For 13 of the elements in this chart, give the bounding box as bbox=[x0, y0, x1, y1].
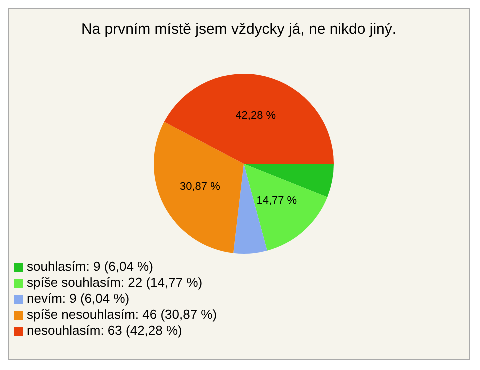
data-label: 30,87 % bbox=[180, 181, 221, 194]
pie-slice bbox=[164, 74, 334, 164]
data-label: 14,77 % bbox=[256, 194, 298, 207]
legend-label: nesouhlasím: 63 (42,28 %) bbox=[27, 323, 182, 338]
legend-label: spíše nesouhlasím: 46 (30,87 %) bbox=[27, 307, 218, 322]
legend-label: spíše souhlasím: 22 (14,77 %) bbox=[27, 275, 203, 290]
pie-slice bbox=[154, 122, 244, 254]
legend-label: nevím: 9 (6,04 %) bbox=[27, 291, 130, 306]
pie-slice bbox=[244, 164, 328, 251]
chart-title: Na prvním místě jsem vždycky já, ne nikdo jiný. bbox=[80, 21, 398, 38]
legend-label: souhlasím: 9 (6,04 %) bbox=[27, 259, 154, 274]
pie-slice bbox=[244, 164, 334, 198]
data-label: 42,28 % bbox=[236, 110, 276, 122]
